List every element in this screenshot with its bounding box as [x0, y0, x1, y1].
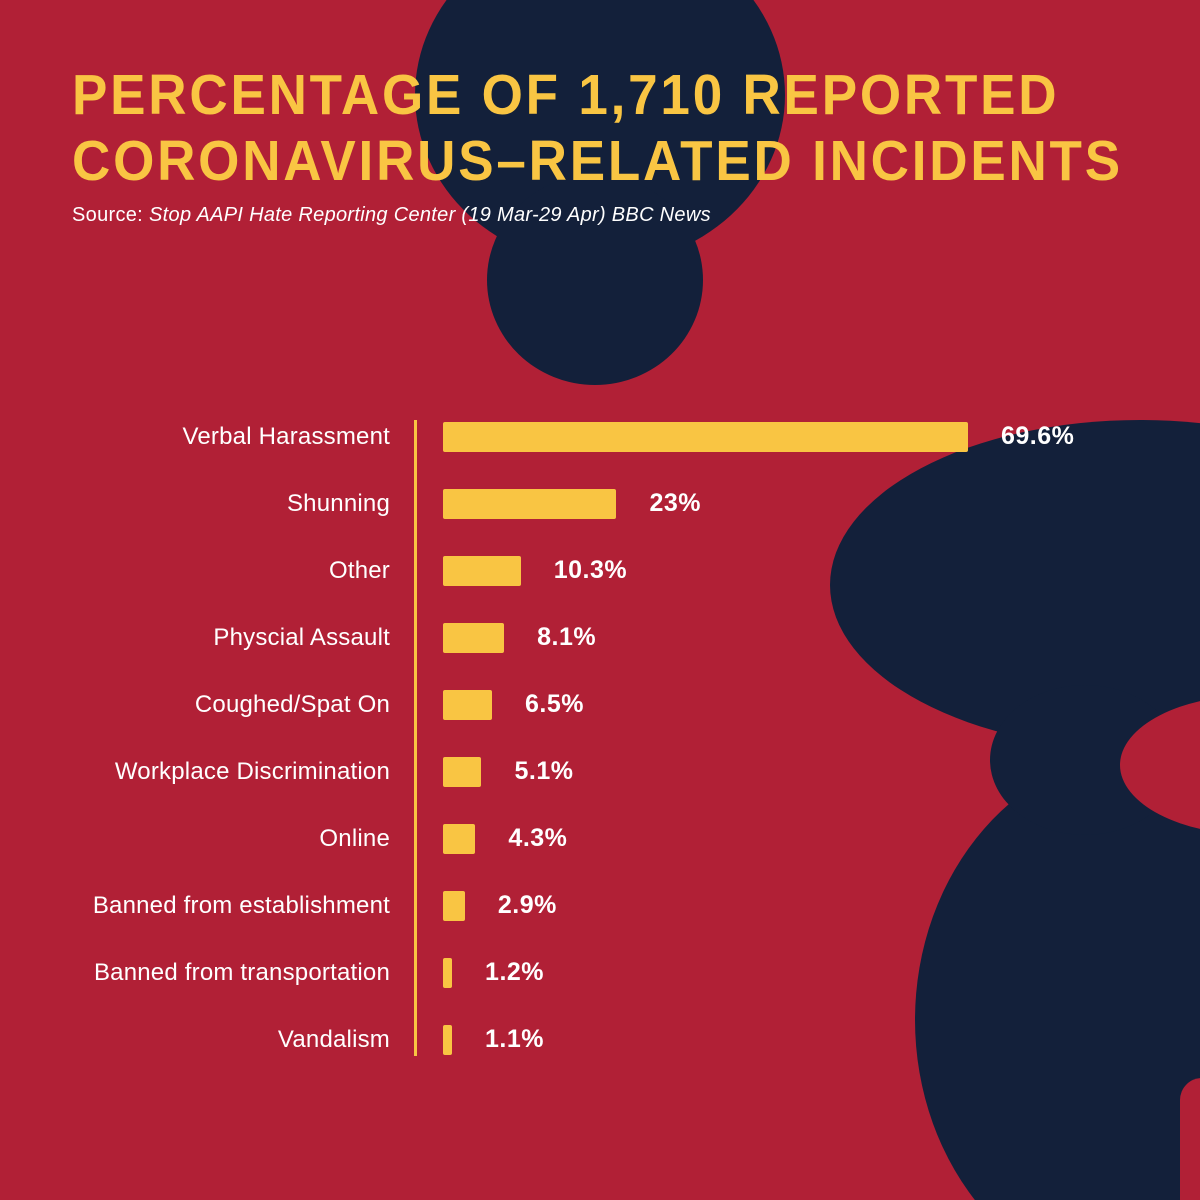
category-label: Physcial Assault	[213, 623, 390, 651]
blob-notch-red	[1120, 701, 1200, 829]
chart-row: Banned from establishment 2.9%	[0, 872, 1200, 939]
value-label: 1.2%	[485, 958, 545, 986]
chart-row: Coughed/Spat On 6.5%	[0, 671, 1200, 738]
bar	[443, 823, 476, 854]
chart-row: Online 4.3%	[0, 805, 1200, 872]
value-label: 1.1%	[485, 1025, 544, 1053]
blob-bottom-right	[915, 750, 1200, 1200]
page-title: PERCENTAGE OF 1,710 REPORTED CORONAVIRUS…	[72, 62, 1123, 194]
bar	[443, 488, 617, 519]
chart-row: Physcial Assault 8.1%	[0, 604, 1200, 671]
value-label: 10.3%	[553, 556, 628, 584]
bar	[443, 890, 465, 921]
bar-area: 6.5%	[443, 689, 584, 720]
bar-area: 2.9%	[443, 890, 557, 921]
source-line: Source: Stop AAPI Hate Reporting Center (…	[72, 204, 1200, 227]
bar	[443, 622, 505, 653]
blob-neck	[990, 685, 1180, 835]
bar-area: 8.1%	[443, 622, 597, 653]
category-label: Other	[328, 556, 390, 584]
chart-row: Workplace Discrimination 5.1%	[0, 738, 1200, 805]
category-label: Banned from establishment	[92, 891, 390, 919]
category-label: Verbal Harassment	[182, 422, 390, 450]
bar-area: 5.1%	[443, 756, 574, 787]
bar-area: 23%	[443, 488, 702, 519]
blob-right-middle	[830, 420, 1200, 750]
bar-area: 1.2%	[443, 957, 545, 988]
chart-row: Shunning 23%	[0, 470, 1200, 537]
blob-top-lobe	[487, 175, 703, 385]
title-line-1: PERCENTAGE OF 1,710 REPORTED	[72, 63, 1060, 127]
category-label: Online	[319, 824, 390, 852]
chart-row: Banned from transportation 1.2%	[0, 939, 1200, 1006]
chart-row: Other 10.3%	[0, 537, 1200, 604]
bar-area: 1.1%	[443, 1024, 544, 1055]
value-label: 8.1%	[537, 623, 597, 651]
bar	[443, 957, 453, 988]
value-label: 6.5%	[525, 690, 584, 718]
bar	[443, 421, 968, 452]
corner-pill-red	[1180, 1078, 1200, 1200]
title-line-2: CORONAVIRUS–RELATED INCIDENTS	[72, 129, 1123, 193]
value-label: 2.9%	[497, 891, 557, 919]
bar	[443, 689, 493, 720]
value-label: 4.3%	[508, 824, 568, 852]
bar	[443, 1024, 452, 1055]
chart-row: Verbal Harassment 69.6%	[0, 403, 1200, 470]
value-label: 69.6%	[1001, 422, 1075, 450]
value-label: 23%	[649, 489, 702, 517]
category-label: Workplace Discrimination	[114, 757, 390, 785]
header: PERCENTAGE OF 1,710 REPORTED CORONAVIRUS…	[72, 62, 1200, 227]
chart-axis-line	[414, 420, 417, 1056]
category-label: Vandalism	[277, 1025, 390, 1053]
value-label: 5.1%	[514, 757, 574, 785]
bar-area: 69.6%	[443, 421, 1075, 452]
chart-rows: Verbal Harassment 69.6% Shunning 23% Other 10…	[0, 403, 1200, 1073]
category-label: Shunning	[286, 489, 390, 517]
chart-row: Vandalism 1.1%	[0, 1006, 1200, 1073]
blob-top	[415, 0, 785, 265]
bar-area: 4.3%	[443, 823, 568, 854]
category-label: Coughed/Spat On	[194, 690, 390, 718]
bar-area: 10.3%	[443, 555, 628, 586]
source-text: Stop AAPI Hate Reporting Center (19 Mar-…	[149, 204, 711, 226]
category-label: Banned from transportation	[93, 958, 390, 986]
source-prefix: Source:	[72, 204, 144, 226]
bar	[443, 555, 521, 586]
bar-chart: Verbal Harassment 69.6% Shunning 23% Other 10…	[0, 403, 1200, 1073]
bar	[443, 756, 482, 787]
